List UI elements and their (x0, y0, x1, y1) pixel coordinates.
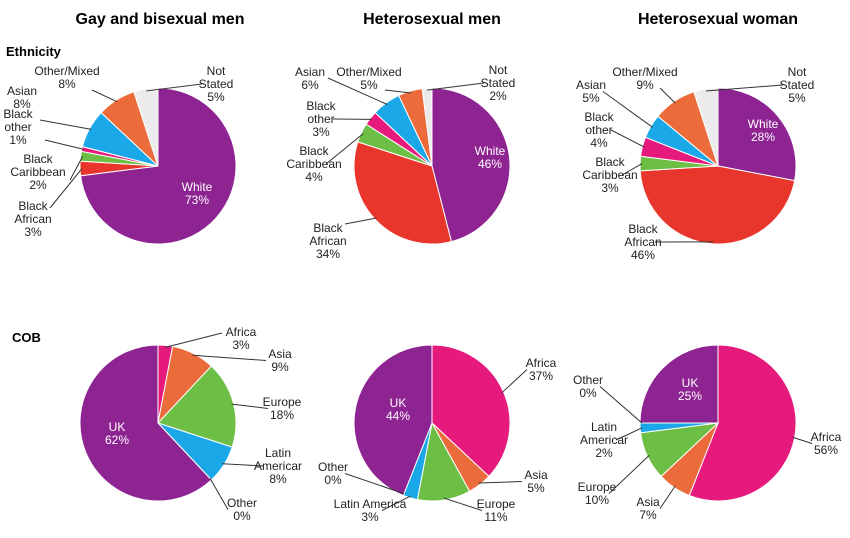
leader-line-europe (608, 454, 650, 494)
leader-line-other (209, 478, 229, 510)
pie-heterosexual-men-ethnicity: White 46% Black African 34% Black Caribbean 4% B… (286, 63, 515, 261)
data-label-black-other: Black other 4% (584, 110, 614, 150)
slice-uk (79, 344, 213, 502)
leader-line-not-stated (706, 84, 784, 92)
data-label-africa: Africa 37% (526, 356, 557, 383)
leader-line-latin-americar (615, 427, 643, 441)
slice-not-stated (693, 87, 719, 167)
data-label-black-caribbean: Black Caribbean 4% (286, 144, 341, 184)
slice-white (431, 87, 511, 243)
slice-uk (353, 344, 433, 497)
leader-line-black-other (44, 139, 84, 150)
data-label-uk: UK 25% (678, 376, 702, 403)
data-label-not-stated: Not Stated 5% (780, 65, 815, 105)
pie-heterosexual-men-cob: Africa 37% Asia 5% Europe 11% Latin America 3% O… (318, 344, 557, 524)
leader-line-latin-america (381, 495, 412, 511)
leader-line-africa (501, 369, 528, 394)
data-label-latin-americar: Latin Americar 8% (254, 446, 302, 486)
leader-line-black-caribbean (621, 163, 643, 176)
leader-line-other-mixed (91, 89, 118, 103)
slice-not-stated (133, 87, 159, 167)
data-label-white: White 28% (748, 117, 779, 144)
slice-black-african (639, 165, 796, 245)
leader-line-asia (659, 485, 676, 509)
leader-line-asian (602, 91, 653, 128)
data-label-black-african: Black African 46% (624, 222, 661, 262)
leader-line-latin-americar (222, 463, 265, 467)
data-label-other: Other 0% (318, 460, 348, 487)
leader-line-africa (792, 436, 813, 444)
leader-line-asian (327, 77, 388, 105)
column-title-heterosexual-woman: Heterosexual woman (638, 11, 798, 28)
data-label-black-caribbean: Black Caribbean 3% (582, 155, 637, 195)
row-title-cob: COB (12, 330, 41, 345)
data-label-latin-america: Latin America 3% (334, 497, 407, 524)
leader-line-not-stated (427, 82, 485, 91)
row-title-ethnicity: Ethnicity (6, 44, 62, 59)
column-title-gay-bisexual-men: Gay and bisexual men (76, 11, 245, 28)
slice-uk (639, 344, 719, 424)
data-label-asian: Asian 8% (7, 84, 37, 111)
leader-line-black-african (49, 168, 83, 209)
data-label-other: Other 0% (573, 373, 603, 400)
leader-line-black-caribbean (69, 156, 84, 181)
pie-gay-and-bisexual-men-cob: Africa 3% Asia 9% Europe 18% Latin Americar 8% Ot… (79, 325, 302, 523)
leader-line-europe (443, 497, 483, 511)
leader-line-asia (192, 354, 267, 361)
leader-line-africa (165, 332, 223, 348)
data-label-black-other: Black other 3% (306, 99, 336, 139)
leader-line-other-mixed (659, 87, 676, 104)
data-label-asia: Asia 5% (524, 468, 548, 495)
leader-line-asia (478, 481, 523, 484)
data-label-africa: Africa 56% (811, 430, 842, 457)
leader-line-black-caribbean (325, 133, 364, 165)
data-label-africa: Africa 3% (226, 325, 257, 352)
data-label-europe: Europe 18% (263, 395, 302, 422)
data-label-white: White 73% (182, 180, 213, 207)
data-label-black-african: Black African 3% (14, 199, 51, 239)
data-label-black-other: Black other 1% (3, 107, 33, 147)
data-label-other-mixed: Other/Mixed 9% (612, 65, 677, 92)
data-label-uk: UK 62% (105, 420, 129, 447)
pie-heterosexual-woman-ethnicity: White 28% Black African 46% Black Caribbean 3% B… (576, 65, 814, 262)
pie-heterosexual-woman-cob: Africa 56% Asia 7% Europe 10% Latin Americar 2% O… (573, 344, 842, 522)
data-label-asian: Asian 6% (295, 65, 325, 92)
data-label-other-mixed: Other/Mixed 5% (336, 65, 401, 92)
slice-black-african (353, 141, 453, 245)
column-title-heterosexual-men: Heterosexual men (363, 11, 501, 28)
data-label-europe: Europe 10% (578, 480, 617, 507)
data-label-uk: UK 44% (386, 396, 410, 423)
data-label-black-caribbean: Black Caribbean 2% (10, 152, 65, 192)
data-label-europe: Europe 11% (477, 497, 516, 524)
leader-line-europe (231, 403, 269, 409)
leader-line-asian (39, 119, 92, 130)
leader-line-black-other (610, 129, 645, 148)
data-label-asia: Asia 7% (636, 495, 660, 522)
data-label-black-african: Black African 34% (309, 221, 346, 261)
data-label-asian: Asian 5% (576, 78, 606, 105)
leader-line-other-mixed (384, 89, 411, 94)
data-label-other-mixed: Other/Mixed 8% (34, 64, 99, 91)
leader-line-other (344, 473, 405, 495)
slice-europe (157, 365, 237, 448)
data-label-not-stated: Not Stated 5% (199, 64, 234, 104)
data-label-white: White 46% (475, 144, 506, 171)
leader-line-black-african (344, 217, 377, 225)
leader-line-other (599, 386, 643, 424)
leader-line-not-stated (146, 83, 203, 92)
data-label-latin-americar: Latin Americar 2% (580, 420, 628, 460)
slice-not-stated (421, 87, 433, 167)
slice-africa (431, 344, 511, 478)
data-label-asia: Asia 9% (268, 347, 292, 374)
data-label-not-stated: Not Stated 2% (481, 63, 516, 103)
data-label-other: Other 0% (227, 496, 257, 523)
pie-layer: White 73% Black African 3% Black Caribbean 2% Bl… (3, 63, 841, 524)
pie-gay-and-bisexual-men-ethnicity: White 73% Black African 3% Black Caribbean 2% Bl… (3, 64, 237, 245)
